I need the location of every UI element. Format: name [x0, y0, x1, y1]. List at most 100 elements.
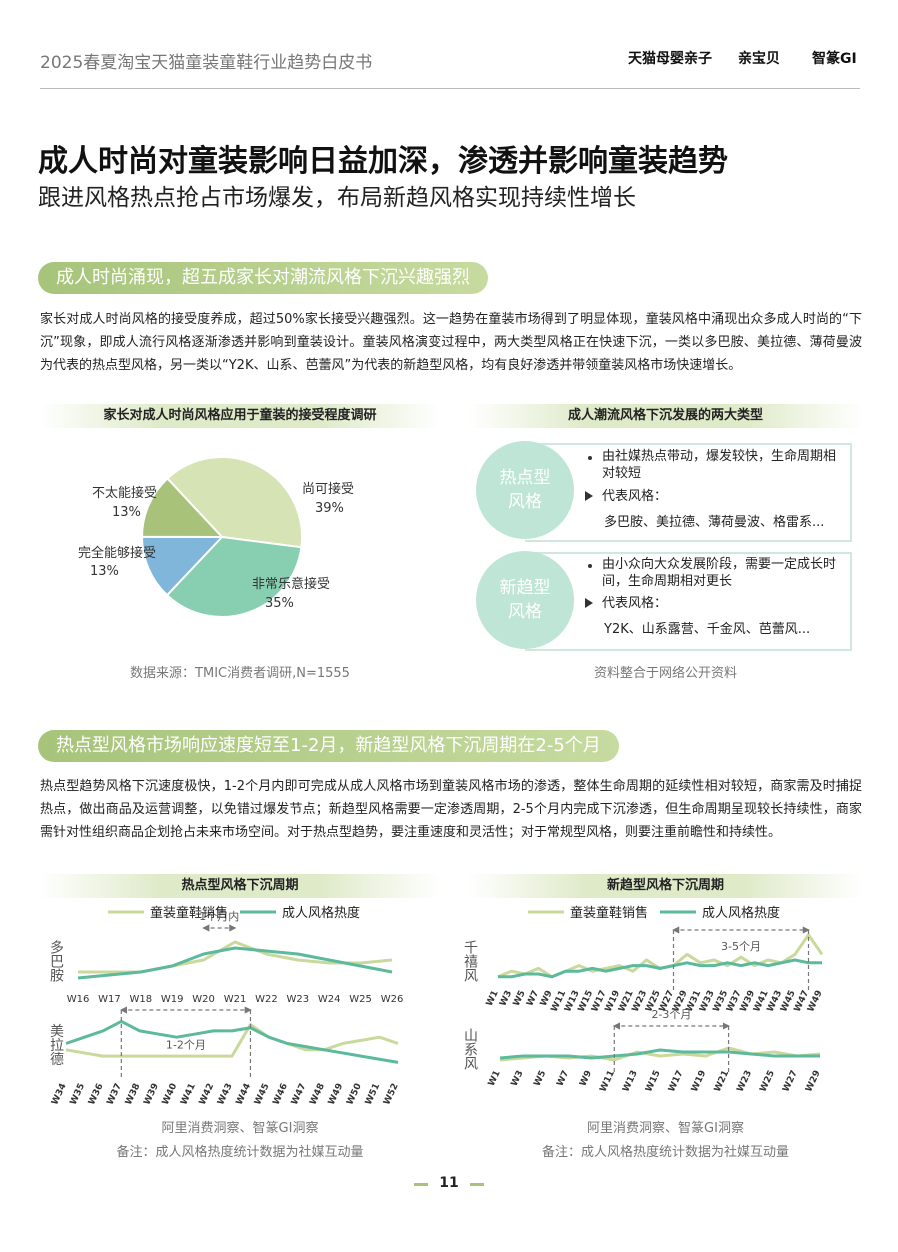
type-name: 热点型: [499, 468, 551, 488]
x-tick-label: W18: [129, 994, 152, 1005]
pie-slice: [166, 456, 303, 549]
type-name: 新趋型: [499, 578, 551, 598]
note: 备注：成人风格热度统计数据为社媒互动量: [541, 1145, 789, 1160]
x-tick-label: W27: [781, 1069, 800, 1094]
annotation-text: 1个月内: [199, 909, 239, 923]
x-tick-label: W35: [69, 1082, 88, 1107]
series-line: [77, 946, 393, 980]
annotation-text: 1-2个月: [166, 1039, 206, 1052]
type-desc: 由社媒热点带动，爆发较快，生命周期相对较短: [602, 449, 837, 481]
x-tick-label: W47: [290, 1082, 309, 1107]
x-tick-label: W50: [345, 1082, 364, 1107]
y-axis-label: 山系风: [462, 1028, 478, 1071]
slice-label: 完全能够接受: [78, 545, 156, 561]
x-tick-label: W23: [736, 1069, 755, 1094]
examples: Y2K、山系露营、千金风、芭蕾风...: [604, 622, 811, 637]
x-tick-label: W41: [179, 1082, 198, 1107]
rep-label: 代表风格：: [602, 596, 668, 611]
x-tick-label: W43: [216, 1082, 235, 1107]
type-desc: 由小众向大众发展阶段，需要一定成长时间，生命周期相对更长: [602, 557, 837, 589]
x-tick-label: W48: [308, 1082, 327, 1107]
logo: 天猫母婴亲子: [628, 51, 712, 67]
x-tick-label: W24: [318, 994, 341, 1005]
slice-label: 非常乐意接受: [252, 576, 330, 592]
logo: 亲宝贝: [738, 51, 780, 67]
x-tick-label: W11: [598, 1069, 617, 1094]
pie-slice: [165, 535, 303, 618]
type-name: 风格: [508, 492, 542, 512]
x-tick-label: W19: [690, 1069, 709, 1094]
paragraph: 热点型趋势风格下沉速度极快，1-2个月内即可完成从成人风格市场到童装风格市场的渗…: [40, 779, 862, 840]
section-heading: 成人时尚涌现，超五成家长对潮流风格下沉兴趣强烈: [38, 262, 488, 294]
annotation-text: 3-5个月: [721, 940, 761, 953]
x-tick-label: W13: [621, 1069, 640, 1094]
pie-slice: [140, 477, 225, 539]
x-tick-label: W3: [510, 1069, 526, 1088]
x-tick-label: W34: [50, 1082, 69, 1107]
x-tick-label: W7: [555, 1069, 571, 1088]
panel-heading: 家长对成人时尚风格应用于童装的接受程度调研: [40, 404, 440, 428]
x-tick-label: W17: [98, 994, 121, 1005]
slice-label: 尚可接受: [302, 481, 354, 497]
slice-value: 35%: [265, 596, 294, 611]
x-tick-label: W9: [578, 1069, 594, 1088]
paragraph: 家长对成人时尚风格的接受度养成，超过50%家长接受兴趣强烈。这一趋势在童装市场得…: [40, 312, 862, 373]
panel-heading: 热点型风格下沉周期: [40, 874, 440, 898]
type-circle: 热点型 风格: [476, 441, 574, 539]
x-tick-label: W21: [224, 994, 247, 1005]
y-axis-label: 多巴胺: [48, 939, 64, 983]
note: 备注：成人风格热度统计数据为社媒互动量: [116, 1145, 364, 1160]
x-tick-label: W36: [87, 1082, 106, 1107]
x-tick-label: W19: [161, 994, 184, 1005]
x-tick-label: W45: [253, 1082, 272, 1107]
type-box: [525, 552, 852, 651]
slice-value: 13%: [90, 564, 119, 579]
page-dash: [470, 1183, 484, 1186]
x-tick-label: W25: [349, 994, 372, 1005]
section-heading: 热点型风格市场响应速度短至1-2月，新趋型风格下沉周期在2-5个月: [38, 730, 619, 762]
bullet: [585, 598, 593, 608]
x-tick-label: W5: [512, 989, 528, 1008]
bullet: [585, 491, 593, 501]
header-title: 2025春夏淘宝天猫童装童鞋行业趋势白皮书: [40, 53, 373, 73]
panel-heading: 新趋型风格下沉周期: [468, 874, 863, 898]
x-tick-label: W26: [381, 994, 404, 1005]
x-tick-label: W1: [487, 1069, 503, 1088]
page-dash: [414, 1183, 428, 1186]
source: 数据来源：TMIC消费者调研,N=1555: [130, 666, 350, 681]
x-tick-label: W7: [525, 989, 541, 1008]
legend-label: 童装童鞋销售: [570, 905, 648, 921]
page-subtitle: 跟进风格热点抢占市场爆发，布局新趋风格实现持续性增长: [38, 185, 636, 211]
page-title: 成人时尚对童装影响日益加深，渗透并影响童装趋势: [38, 144, 728, 179]
x-tick-label: W3: [498, 989, 514, 1008]
type-circle: 新趋型 风格: [476, 551, 574, 649]
annotation-text: 2-3个月: [651, 1008, 691, 1021]
bullet: [588, 456, 592, 460]
x-tick-label: W46: [272, 1082, 291, 1107]
x-tick-label: W1: [485, 989, 501, 1008]
x-tick-label: W44: [235, 1082, 254, 1107]
x-tick-label: W5: [533, 1069, 549, 1088]
type-name: 风格: [508, 602, 542, 622]
x-tick-label: W15: [644, 1069, 663, 1094]
x-tick-label: W38: [124, 1082, 143, 1107]
x-tick-label: W40: [161, 1082, 180, 1107]
x-tick-label: W51: [364, 1082, 383, 1107]
logo: 智篆GI: [812, 51, 857, 67]
series-line: [65, 1023, 399, 1058]
bullet: [588, 564, 592, 568]
header-rule: [40, 88, 860, 89]
x-tick-label: W22: [255, 994, 278, 1005]
slice-value: 13%: [112, 505, 141, 520]
x-tick-label: W42: [198, 1082, 217, 1107]
page-number: 11: [439, 1175, 459, 1191]
source: 阿里消费洞察、智篆GI洞察: [587, 1121, 744, 1136]
x-tick-label: W16: [67, 994, 90, 1005]
legend-label: 成人风格热度: [702, 905, 780, 921]
panel-heading: 成人潮流风格下沉发展的两大类型: [468, 404, 863, 428]
slice-label: 不太能接受: [92, 485, 157, 501]
legend-label: 成人风格热度: [282, 905, 360, 921]
x-tick-label: W37: [106, 1082, 125, 1107]
source: 阿里消费洞察、智篆GI洞察: [161, 1121, 319, 1136]
